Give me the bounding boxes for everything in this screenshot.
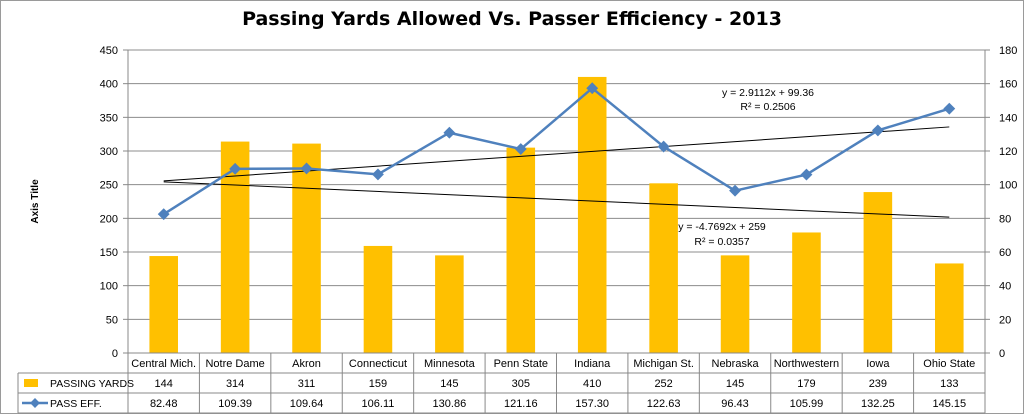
bar (649, 183, 678, 353)
bar (720, 255, 750, 353)
trendline (163, 181, 950, 218)
left-axis-tick-label: 300 (100, 146, 118, 158)
table-cell-passing-yards: 179 (797, 378, 815, 390)
right-axis-tick-label: 140 (999, 112, 1017, 124)
right-axis-tick-label: 60 (999, 247, 1011, 259)
table-cell-passing-yards: 252 (654, 378, 672, 390)
legend-key-pass-eff-marker (30, 398, 40, 408)
right-axis-tick-label: 0 (999, 348, 1005, 360)
left-axis-tick-label: 100 (100, 281, 118, 293)
right-axis-tick-label: 160 (999, 79, 1017, 91)
table-cell-passing-yards: 145 (440, 378, 458, 390)
left-axis-tick-label: 400 (100, 79, 118, 91)
line-point-marker (514, 143, 527, 155)
category-label: Minnesota (424, 358, 476, 370)
left-axis-tick-label: 0 (112, 348, 118, 360)
right-axis-tick-label: 40 (999, 281, 1011, 293)
table-cell-pass-eff: 106.11 (362, 398, 395, 410)
line-point-marker (943, 102, 956, 115)
line-point-marker (372, 168, 384, 181)
category-label: Iowa (866, 358, 890, 370)
table-cell-passing-yards: 305 (512, 378, 530, 390)
line-point-marker (229, 162, 242, 175)
category-label: Indiana (574, 358, 611, 370)
left-axis-tick-label: 350 (100, 112, 118, 124)
line-series (163, 86, 950, 216)
table-cell-pass-eff: 157.30 (575, 398, 609, 410)
bar (577, 76, 607, 353)
chart-title: Passing Yards Allowed Vs. Passer Efficie… (242, 8, 782, 30)
right-axis-tick-label: 100 (999, 180, 1017, 192)
category-label: Ohio State (923, 358, 975, 370)
category-label: Akron (292, 358, 321, 370)
left-axis-tick-label: 250 (100, 180, 118, 192)
trendline-equation: y = -4.7692x + 259 (678, 221, 766, 233)
left-axis-tick-label: 50 (106, 314, 118, 326)
table-cell-pass-eff: 96.43 (721, 398, 749, 410)
category-label: Michigan St. (633, 358, 694, 370)
right-axis-tick-label: 180 (999, 45, 1017, 57)
line-point-marker (443, 126, 456, 139)
trendline-r2: R² = 0.0357 (694, 236, 749, 248)
line-point-marker (157, 208, 170, 221)
bar (506, 147, 536, 353)
table-cell-passing-yards: 133 (940, 378, 958, 390)
category-label: Central Mich. (131, 358, 196, 370)
category-label: Nebraska (712, 358, 760, 370)
table-cell-pass-eff: 82.48 (150, 398, 178, 410)
line-point-marker (800, 168, 813, 181)
left-axis-tick-label: 200 (100, 213, 118, 225)
table-cell-pass-eff: 145.15 (932, 398, 966, 410)
trendline (163, 126, 950, 182)
category-label: Notre Dame (205, 358, 264, 370)
trendline-r2: R² = 0.2506 (740, 101, 795, 113)
bar (363, 245, 393, 353)
line-point-marker (871, 124, 884, 137)
table-cell-pass-eff: 109.39 (218, 398, 252, 410)
table-cell-passing-yards: 144 (155, 378, 173, 390)
table-cell-passing-yards: 145 (726, 378, 744, 390)
table-cell-pass-eff: 121.16 (504, 398, 538, 410)
table-cell-pass-eff: 122.63 (647, 398, 681, 410)
y-axis-title: Axis Title (30, 179, 41, 224)
trendline-equation: y = 2.9112x + 99.36 (722, 87, 814, 99)
category-label: Connecticut (349, 358, 407, 370)
right-axis-tick-label: 20 (999, 314, 1011, 326)
category-label: Penn State (494, 358, 548, 370)
table-cell-passing-yards: 314 (226, 378, 244, 390)
right-axis-tick-label: 80 (999, 213, 1011, 225)
line-point-marker (657, 140, 670, 153)
bar (435, 255, 464, 353)
table-cell-passing-yards: 159 (369, 378, 387, 390)
line-point-marker (729, 184, 741, 197)
left-axis-tick-label: 150 (100, 247, 118, 259)
bar (292, 143, 321, 353)
left-axis-tick-label: 450 (100, 45, 118, 57)
legend-label-pass-eff: PASS EFF. (50, 398, 102, 410)
bar (149, 256, 178, 353)
bar (935, 263, 964, 353)
table-cell-passing-yards: 410 (583, 378, 601, 390)
table-cell-passing-yards: 311 (298, 378, 316, 390)
bar (863, 192, 893, 353)
right-axis-tick-label: 120 (999, 146, 1017, 158)
legend-key-passing-yards (24, 379, 38, 387)
table-cell-passing-yards: 239 (869, 378, 887, 390)
table-cell-pass-eff: 130.86 (433, 398, 467, 410)
category-label: Northwestern (774, 358, 839, 370)
table-cell-pass-eff: 109.64 (290, 398, 324, 410)
table-cell-pass-eff: 105.99 (790, 398, 824, 410)
table-cell-pass-eff: 132.25 (861, 398, 895, 410)
legend-label-passing-yards: PASSING YARDS (50, 378, 134, 390)
bar (792, 232, 821, 353)
